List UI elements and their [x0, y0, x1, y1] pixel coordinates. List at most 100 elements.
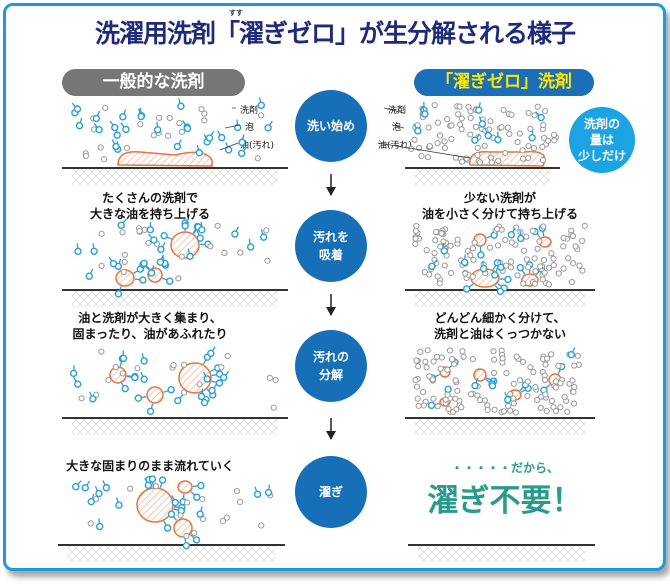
foam-bubble	[519, 147, 526, 154]
detergent-molecule	[112, 142, 120, 151]
detergent-molecule	[113, 131, 121, 139]
detergent-molecule	[471, 381, 479, 390]
detergent-molecule	[491, 271, 499, 279]
foam-bubble	[415, 402, 422, 409]
foam-bubble	[447, 269, 455, 277]
foam-bubble	[264, 257, 271, 264]
foam-bubble	[137, 121, 144, 128]
foam-bubble	[464, 247, 471, 254]
foam-bubble	[432, 237, 439, 244]
foam-bubble	[426, 271, 433, 278]
foam-bubble	[507, 407, 514, 414]
foam-bubble	[557, 380, 564, 387]
detergent-molecule	[150, 236, 158, 244]
detergent-molecule	[428, 262, 436, 270]
detergent-molecule	[121, 384, 129, 393]
foam-bubble	[474, 392, 481, 399]
foam-bubble	[270, 404, 277, 411]
foam-bubble	[550, 255, 557, 262]
oil-blob	[146, 386, 164, 404]
foam-bubble	[569, 232, 577, 240]
foam-bubble	[516, 130, 523, 137]
foam-bubble	[454, 236, 461, 243]
foam-bubble	[544, 355, 551, 362]
foam-bubble	[199, 496, 206, 503]
foam-bubble	[449, 408, 457, 416]
detergent-molecule	[257, 101, 265, 110]
detergent-molecule	[96, 522, 104, 531]
detergent-molecule	[504, 396, 512, 404]
foam-bubble	[178, 253, 185, 260]
caption-left-2: 油と洗剤が大きく集まり、 固まったり、油があふれたり	[72, 311, 228, 341]
foam-bubble	[514, 272, 521, 279]
detergent-molecule	[238, 138, 246, 147]
foam-bubble	[532, 268, 539, 275]
foam-bubble	[525, 264, 532, 271]
foam-bubble	[233, 488, 241, 495]
detergent-molecule	[171, 498, 179, 507]
detergent-molecule	[440, 247, 448, 255]
foam-bubble	[481, 142, 488, 149]
foam-bubble	[87, 520, 94, 527]
detergent-molecule	[139, 276, 147, 284]
detergent-molecule	[75, 121, 84, 130]
foam-bubble	[432, 228, 440, 236]
step-adsorb: 汚れを 吸着	[295, 210, 367, 282]
detergent-molecule	[156, 258, 165, 266]
detergent-molecule	[173, 142, 182, 151]
detergent-molecule	[137, 112, 145, 121]
foam-bubble	[514, 138, 521, 146]
foam-bubble	[418, 153, 425, 160]
detergent-molecule	[460, 258, 469, 267]
page-title: 洗濯用洗剤「濯ぎゼロ」が生分解される様子	[94, 19, 576, 48]
detergent-molecule	[259, 233, 268, 241]
detergent-molecule	[102, 484, 111, 492]
foam-bubble	[254, 155, 261, 162]
foam-bubble	[523, 256, 530, 263]
foam-bubble	[414, 395, 421, 402]
foam-bubble	[541, 269, 548, 276]
foam-bubble	[540, 121, 547, 129]
foam-bubble	[437, 365, 444, 372]
detergent-molecule	[528, 133, 536, 142]
foam-bubble	[121, 258, 128, 266]
foam-bubble	[465, 103, 472, 110]
detergent-molecule	[197, 481, 205, 490]
foam-bubble	[491, 356, 498, 363]
detergent-molecule	[196, 510, 204, 518]
foam-bubble	[571, 362, 578, 369]
foam-bubble	[579, 267, 586, 274]
foam-bubble	[214, 222, 221, 229]
caption-right-1: 少ない洗剤が 油を小さく分けて持ち上げる	[421, 191, 578, 221]
foam-bubble	[412, 240, 419, 248]
foam-bubble	[499, 355, 506, 362]
foam-bubble	[574, 352, 581, 359]
foam-bubble	[490, 348, 497, 355]
detergent-molecule	[497, 263, 505, 272]
detergent-molecule	[237, 149, 246, 158]
detergent-molecule	[478, 120, 487, 128]
detergent-molecule	[253, 490, 262, 498]
foam-bubble	[467, 114, 474, 122]
callout-small-amount: 洗剤の 量は 少しだけ	[569, 107, 635, 173]
foam-bubble	[452, 395, 459, 402]
detergent-molecule	[567, 350, 576, 359]
foam-bubble	[513, 353, 520, 360]
leader-line	[377, 142, 471, 159]
detergent-molecule	[181, 222, 189, 230]
foam-bubble	[413, 383, 421, 390]
detergent-molecule	[507, 231, 516, 239]
foam-bubble	[550, 131, 558, 138]
foam-bubble	[436, 132, 444, 139]
foam-bubble	[519, 358, 527, 365]
arrow-down-icon	[326, 294, 336, 316]
foam-bubble	[508, 111, 515, 118]
oil-blob	[473, 368, 487, 382]
detergent-molecule	[208, 386, 216, 395]
foam-bubble	[458, 158, 466, 165]
foam-bubble	[467, 131, 474, 138]
foam-bubble	[552, 384, 559, 391]
detergent-molecule	[484, 131, 492, 140]
foam-bubble	[572, 243, 579, 250]
foam-bubble	[438, 354, 445, 361]
